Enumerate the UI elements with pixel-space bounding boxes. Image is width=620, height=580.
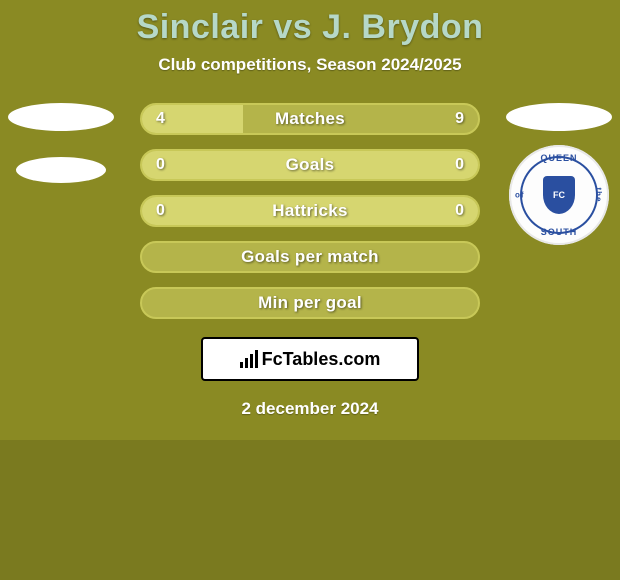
stat-bar: Goals0 0 [140,149,480,181]
snapshot-date: 2 december 2024 [0,399,620,419]
stat-bar-left-value: 0 [156,156,165,174]
footer-area [0,440,620,580]
brand-badge: FcTables.com [201,337,419,381]
stat-bar-left-value: 4 [156,110,165,128]
left-player-avatars [8,103,114,183]
stat-bar: Hattricks0 0 [140,195,480,227]
content-area: QUEEN SOUTH of the FC Matches49Goals00Ha… [0,103,620,319]
crest-text-left: of [515,191,525,200]
crest-text-bottom: SOUTH [541,227,578,237]
brand-text: FcTables.com [262,349,381,370]
stat-bar-label: Goals per match [142,247,478,267]
stat-bar-right-value: 9 [455,110,464,128]
crest-text-right: the [594,188,603,203]
stat-bar-left-value: 0 [156,202,165,220]
bar-chart-icon [240,350,258,368]
right-player-avatars: QUEEN SOUTH of the FC [506,103,612,245]
stat-bar-label: Goals [142,155,478,175]
stat-bar: Matches4 9 [140,103,480,135]
crest-text-top: QUEEN [540,153,577,163]
stat-bar-label: Hattricks [142,201,478,221]
player-photo-placeholder [506,103,612,131]
stats-comparison-page: Sinclair vs J. Brydon Club competitions,… [0,0,620,580]
page-subtitle: Club competitions, Season 2024/2025 [0,55,620,75]
stat-bar-right-value: 0 [455,156,464,174]
stat-bar: Goals per match [140,241,480,273]
stat-bar-label: Matches [142,109,478,129]
stat-bar-label: Min per goal [142,293,478,313]
page-title: Sinclair vs J. Brydon [0,0,620,47]
stat-bar: Min per goal [140,287,480,319]
stat-bars: Matches49Goals00Hattricks00Goals per mat… [140,103,480,319]
club-crest-placeholder [16,157,106,183]
stat-bar-right-value: 0 [455,202,464,220]
club-crest-qos: QUEEN SOUTH of the FC [509,145,609,245]
player-photo-placeholder [8,103,114,131]
crest-shield: FC [543,176,575,214]
crest-center-text: FC [553,190,565,200]
